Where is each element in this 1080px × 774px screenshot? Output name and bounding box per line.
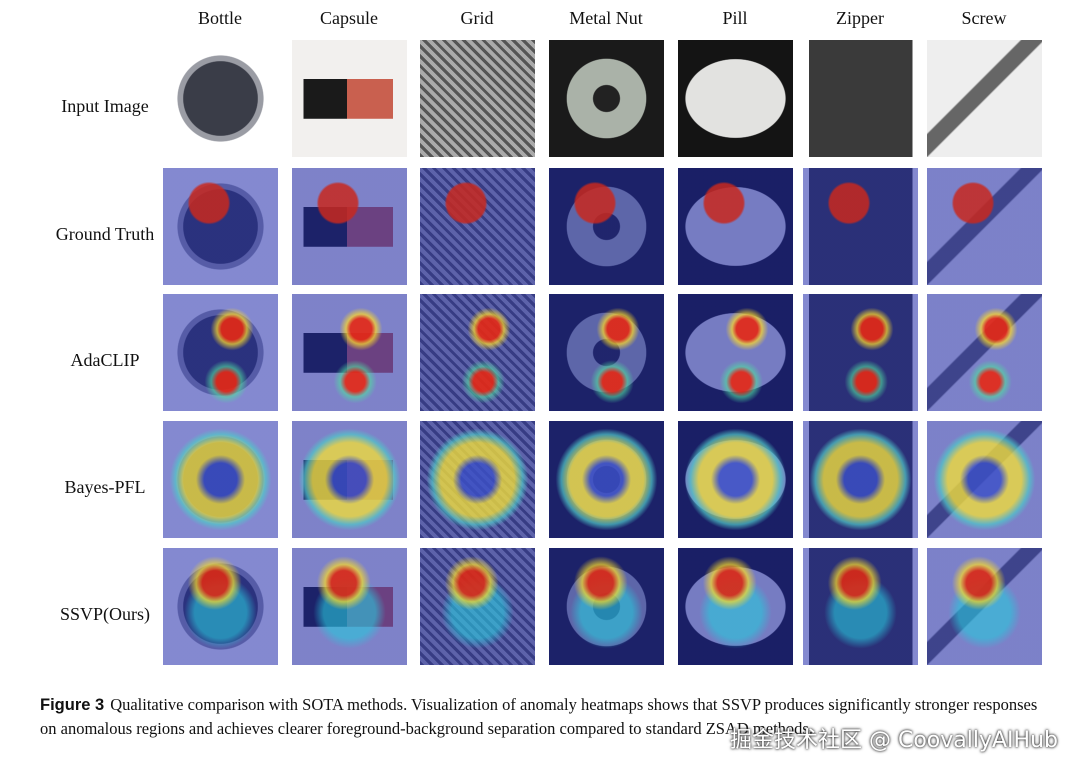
image-cell xyxy=(803,40,918,157)
image-cell xyxy=(292,294,407,411)
column-label: Metal Nut xyxy=(569,8,643,28)
column-label: Bottle xyxy=(198,8,242,28)
image-cell xyxy=(803,168,918,285)
image-cell xyxy=(292,421,407,538)
image-cell xyxy=(549,421,664,538)
column-label: Screw xyxy=(961,8,1007,28)
image-cell xyxy=(678,421,793,538)
image-cell xyxy=(678,294,793,411)
row-label: Input Image xyxy=(61,96,149,116)
image-cell xyxy=(549,40,664,157)
image-cell xyxy=(420,548,535,665)
image-cell xyxy=(420,421,535,538)
image-cell xyxy=(420,168,535,285)
image-cell xyxy=(420,294,535,411)
image-cell xyxy=(549,168,664,285)
caption-label: Figure 3 xyxy=(40,696,105,714)
column-label: Pill xyxy=(722,8,748,28)
image-cell xyxy=(803,548,918,665)
image-cell xyxy=(163,40,278,157)
image-cell xyxy=(549,548,664,665)
image-cell xyxy=(678,168,793,285)
image-cell xyxy=(292,40,407,157)
row-label: AdaCLIP xyxy=(70,350,140,370)
image-cell xyxy=(927,168,1042,285)
image-cell xyxy=(163,421,278,538)
image-cell xyxy=(927,421,1042,538)
image-cell xyxy=(549,294,664,411)
image-cell xyxy=(163,168,278,285)
row-label: SSVP(Ours) xyxy=(59,604,151,624)
image-cell xyxy=(163,294,278,411)
image-cell xyxy=(420,40,535,157)
watermark: 掘金技术社区 @ CoovallyAIHub xyxy=(729,728,1058,753)
image-cell xyxy=(163,548,278,665)
image-cell xyxy=(803,294,918,411)
caption: Figure 3 Qualitative comparison with SOTA… xyxy=(40,693,1052,740)
image-cell xyxy=(803,421,918,538)
caption-text: Qualitative comparison with SOTA methods… xyxy=(40,695,1038,738)
image-cell xyxy=(927,294,1042,411)
column-label: Zipper xyxy=(836,8,884,28)
image-cell xyxy=(292,168,407,285)
image-cell xyxy=(678,548,793,665)
column-label: Capsule xyxy=(320,8,378,28)
row-label: Bayes-PFL xyxy=(64,477,146,497)
image-cell xyxy=(927,40,1042,157)
image-cell xyxy=(678,40,793,157)
row-label: Ground Truth xyxy=(55,224,155,244)
image-cell xyxy=(292,548,407,665)
column-label: Grid xyxy=(460,8,494,28)
image-cell xyxy=(927,548,1042,665)
